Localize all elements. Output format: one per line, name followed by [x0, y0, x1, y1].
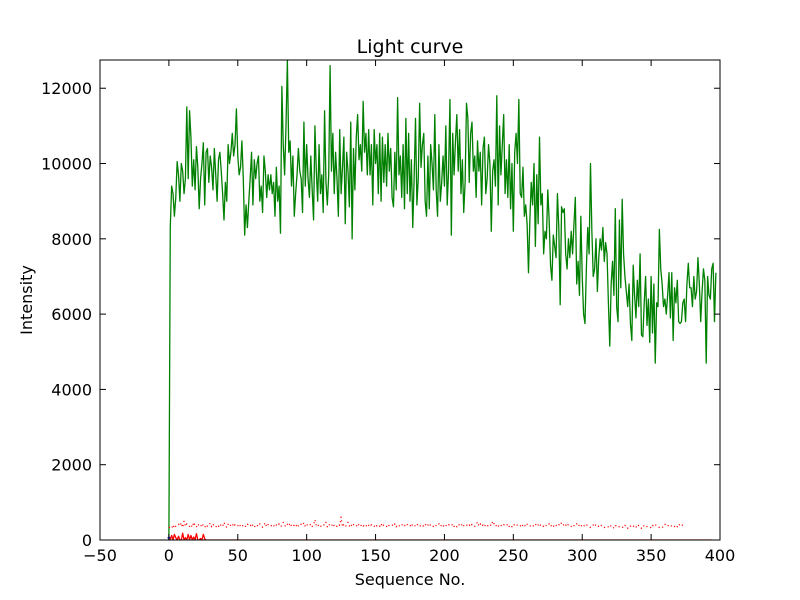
y-tick-label: 2000 — [51, 456, 92, 475]
y-axis-title: Intensity — [17, 265, 36, 335]
x-tick-label: −50 — [83, 546, 117, 565]
series-line-1 — [168, 516, 685, 530]
x-tick-label: 200 — [429, 546, 460, 565]
y-tick-label: 4000 — [51, 380, 92, 399]
plot-frame — [99, 59, 721, 541]
x-tick-label: 100 — [291, 546, 322, 565]
y-axis: 0 2000 4000 6000 8000 10000 12000 — [41, 79, 720, 550]
x-tick-label: 400 — [705, 546, 736, 565]
x-axis-title: Sequence No. — [355, 570, 466, 589]
y-tick-label: 6000 — [51, 305, 92, 324]
chart-title: Light curve — [357, 36, 464, 58]
x-tick-label: 350 — [636, 546, 667, 565]
series-line-0 — [168, 60, 717, 540]
x-tick-label: 0 — [164, 546, 174, 565]
y-tick-label: 12000 — [41, 79, 92, 98]
y-tick-label: 10000 — [41, 155, 92, 174]
y-tick-label: 8000 — [51, 230, 92, 249]
x-tick-label: 300 — [567, 546, 598, 565]
x-tick-label: 150 — [360, 546, 391, 565]
x-tick-label: 50 — [228, 546, 248, 565]
y-tick-label: 0 — [82, 531, 92, 550]
x-axis: −50 0 50 100 150 200 250 300 350 400 — [83, 60, 735, 565]
x-tick-label: 250 — [498, 546, 529, 565]
